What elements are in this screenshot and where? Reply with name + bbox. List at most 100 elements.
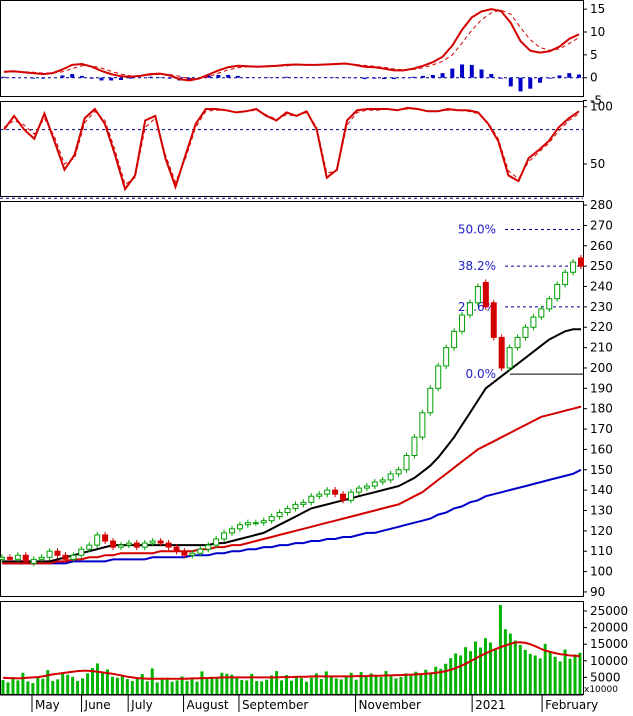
candle-body	[530, 316, 537, 328]
candle-body	[332, 489, 339, 495]
candle-body	[379, 479, 386, 483]
candle-body	[70, 554, 77, 560]
candle-body	[260, 520, 267, 524]
price-y-tick-label: 210	[590, 341, 613, 355]
price-y-tick-label: 140	[590, 483, 613, 497]
candle-body	[213, 538, 220, 546]
macd-y-tick-label: 5	[590, 48, 598, 62]
candle-body	[451, 330, 458, 349]
price-y-tick-label: 180	[590, 402, 613, 416]
ma-short-line	[2, 328, 581, 563]
candle-body	[252, 522, 259, 525]
candle-body	[244, 522, 251, 526]
candle-body	[459, 314, 466, 332]
price-y-tick-label: 280	[590, 198, 613, 212]
vol-y-tick-label: 15000	[590, 637, 628, 651]
candle-body	[110, 540, 117, 548]
stoch-k-line	[3, 106, 580, 192]
candle-body	[86, 544, 93, 550]
candle-body	[498, 336, 505, 369]
vol-y-tick-label: 10000	[590, 654, 628, 668]
candle-body	[443, 347, 450, 367]
candle-body	[125, 542, 132, 546]
candle-body	[54, 550, 61, 556]
x-axis-month-label: June	[84, 698, 111, 712]
candle-body	[197, 548, 204, 554]
candle-body	[316, 493, 323, 497]
volume-ma-line	[2, 641, 581, 680]
candle-body	[482, 281, 489, 308]
candle-body	[14, 554, 21, 560]
x-axis-month-label: September	[242, 698, 308, 712]
candle-body	[308, 495, 315, 503]
stoch-y-tick-label: 100	[590, 100, 613, 114]
stoch-d-line	[3, 108, 580, 186]
x-axis-month-label: February	[545, 698, 598, 712]
candle-body	[38, 556, 45, 560]
candle-body	[355, 487, 362, 493]
price-y-tick-label: 170	[590, 422, 613, 436]
fib-level-label: 0.0%	[466, 367, 497, 381]
candle-body	[371, 481, 378, 487]
candle-body	[133, 542, 140, 548]
candle-body	[22, 554, 29, 562]
candle-body	[435, 365, 442, 389]
candle-body	[395, 469, 402, 475]
macd-signal-line	[3, 9, 580, 80]
fib-level-label: 38.2%	[458, 259, 496, 273]
candle-body	[173, 546, 180, 552]
price-y-tick-label: 110	[590, 544, 613, 558]
candle-body	[94, 534, 101, 546]
volume-unit-label: x10000	[584, 685, 618, 695]
price-y-tick-label: 190	[590, 381, 613, 395]
candle-body	[324, 489, 331, 495]
candle-body	[419, 412, 426, 438]
candle-body	[514, 336, 521, 349]
candle-body	[229, 528, 236, 534]
price-y-tick-label: 150	[590, 463, 613, 477]
candle-body	[268, 516, 275, 522]
candle-body	[411, 436, 418, 457]
candle-body	[427, 387, 434, 414]
vol-y-tick-label: 25000	[590, 604, 628, 618]
candle-body	[181, 550, 188, 556]
candle-body	[340, 493, 347, 501]
fib-level-label: 50.0%	[458, 223, 496, 237]
macd-panel-frame	[0, 0, 584, 97]
candle-body	[205, 544, 212, 550]
candle-body	[347, 491, 354, 501]
candle-body	[236, 524, 243, 530]
macd-y-tick-label: 0	[590, 71, 598, 85]
candle-body	[62, 554, 69, 560]
candle-body	[149, 540, 156, 544]
candle-body	[292, 503, 299, 509]
price-panel-frame	[0, 201, 584, 597]
candle-body	[189, 552, 196, 556]
candle-body	[522, 326, 529, 338]
candle-body	[538, 308, 545, 318]
x-axis-month-label: 2021	[475, 698, 506, 712]
candle-body	[570, 261, 577, 273]
candle-body	[554, 283, 561, 300]
ma-long-line	[2, 468, 582, 565]
x-axis-month-label: May	[35, 698, 60, 712]
candle-body	[221, 532, 228, 540]
candle-body	[466, 302, 473, 316]
vol-y-tick-label: 5000	[590, 670, 621, 684]
candle-body	[117, 544, 124, 548]
price-y-tick-label: 130	[590, 503, 613, 517]
price-y-tick-label: 260	[590, 239, 613, 253]
vol-y-tick-label: 20000	[590, 621, 628, 635]
price-y-tick-label: 220	[590, 320, 613, 334]
stoch-y-tick-label: 50	[590, 157, 605, 171]
candle-body	[546, 298, 553, 310]
candle-body	[102, 534, 109, 542]
candle-body	[0, 556, 5, 560]
price-y-tick-label: 90	[590, 585, 605, 599]
price-y-tick-label: 120	[590, 524, 613, 538]
macd-y-tick-label: 15	[590, 2, 605, 16]
candle-body	[490, 302, 497, 338]
candle-body	[578, 257, 584, 267]
candle-body	[78, 548, 85, 556]
price-y-tick-label: 160	[590, 442, 613, 456]
